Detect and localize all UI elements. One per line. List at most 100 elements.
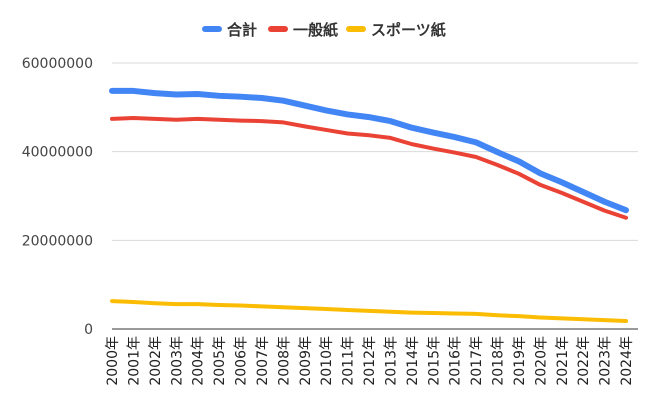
x-tick-label: 2021年 — [555, 336, 571, 386]
data-point — [239, 119, 243, 123]
x-tick-label: 2022年 — [576, 336, 592, 386]
data-point — [560, 180, 564, 184]
data-point — [560, 191, 564, 195]
data-point — [346, 308, 350, 312]
data-point — [346, 112, 350, 116]
data-point — [538, 171, 542, 175]
x-tick-label: 2014年 — [405, 336, 421, 386]
data-point — [410, 126, 414, 130]
data-point — [474, 312, 478, 316]
data-point — [324, 128, 328, 132]
data-point — [260, 304, 264, 308]
data-point — [110, 299, 114, 303]
data-point — [217, 303, 221, 307]
data-point — [217, 118, 221, 122]
data-point — [624, 319, 628, 323]
series-line-total — [109, 87, 629, 214]
series-lines — [109, 87, 629, 324]
data-point — [603, 209, 607, 213]
y-tick-label: 40000000 — [22, 145, 93, 161]
data-point — [624, 216, 628, 220]
x-tick-label: 2016年 — [448, 336, 464, 386]
data-point — [581, 190, 585, 194]
data-point — [153, 301, 157, 305]
legend-label: スポーツ紙 — [371, 21, 446, 39]
data-point — [388, 119, 392, 123]
data-point — [174, 92, 178, 96]
data-point — [388, 136, 392, 140]
data-point — [367, 309, 371, 313]
data-point — [110, 117, 114, 121]
data-point — [517, 314, 521, 318]
x-tick-label: 2023年 — [598, 336, 614, 386]
x-tick-label: 2019年 — [512, 336, 528, 386]
data-point — [281, 120, 285, 124]
x-tick-label: 2018年 — [491, 336, 507, 386]
data-point — [153, 91, 157, 95]
data-point — [196, 302, 200, 306]
data-point — [174, 302, 178, 306]
chart-legend: 合計 一般紙 スポーツ紙 — [202, 21, 446, 39]
data-point — [260, 119, 264, 123]
data-point — [153, 117, 157, 121]
x-tick-label: 2002年 — [148, 336, 164, 386]
data-point — [303, 124, 307, 128]
data-point — [603, 200, 607, 204]
x-tick-label: 2003年 — [169, 336, 185, 386]
data-point — [581, 200, 585, 204]
data-point — [303, 104, 307, 108]
data-point — [217, 94, 221, 98]
data-point — [260, 96, 264, 100]
data-point — [431, 147, 435, 151]
data-point — [131, 89, 135, 93]
y-tick-label: 0 — [84, 322, 93, 338]
y-tick-label: 20000000 — [22, 233, 93, 249]
data-point — [496, 163, 500, 167]
data-point — [388, 310, 392, 314]
data-point — [410, 142, 414, 146]
data-point — [474, 155, 478, 159]
y-tick-label: 60000000 — [22, 56, 93, 72]
data-point — [281, 305, 285, 309]
data-point — [538, 183, 542, 187]
data-point — [496, 313, 500, 317]
data-point — [131, 300, 135, 304]
data-point — [453, 151, 457, 155]
x-tick-label: 2009年 — [298, 336, 314, 386]
data-point — [517, 172, 521, 176]
x-tick-label: 2010年 — [319, 336, 335, 386]
data-point — [624, 208, 628, 212]
x-tick-label: 2006年 — [234, 336, 250, 386]
series-line-sports-paper — [110, 299, 628, 324]
data-point — [410, 311, 414, 315]
x-tick-label: 2005年 — [212, 336, 228, 386]
data-point — [239, 95, 243, 99]
x-tick-label: 2008年 — [276, 336, 292, 386]
data-point — [431, 131, 435, 135]
data-point — [453, 311, 457, 315]
data-point — [538, 315, 542, 319]
x-tick-label: 2017年 — [469, 336, 485, 386]
data-point — [496, 150, 500, 154]
data-point — [431, 311, 435, 315]
data-point — [196, 92, 200, 96]
data-point — [560, 316, 564, 320]
data-point — [581, 317, 585, 321]
x-axis: 2000年 2001年 2002年 2003年 2004年 2005年 2006年 2007年… — [105, 336, 635, 386]
data-point — [367, 133, 371, 137]
x-tick-label: 2011年 — [341, 336, 357, 386]
data-point — [131, 116, 135, 120]
data-point — [474, 140, 478, 144]
data-point — [324, 307, 328, 311]
data-point — [281, 99, 285, 103]
data-point — [346, 131, 350, 135]
x-tick-label: 2007年 — [255, 336, 271, 386]
data-point — [303, 306, 307, 310]
data-point — [239, 304, 243, 308]
data-point — [603, 318, 607, 322]
data-point — [517, 159, 521, 163]
x-tick-label: 2004年 — [191, 336, 207, 386]
data-point — [196, 117, 200, 121]
